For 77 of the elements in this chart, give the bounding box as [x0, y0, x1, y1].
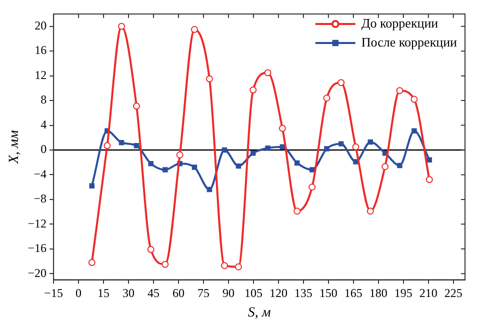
point	[134, 143, 140, 148]
point	[133, 102, 140, 110]
y-tick-label: −8	[34, 192, 47, 206]
y-tick-label: −16	[28, 241, 47, 256]
y-axis-title: X, мм	[7, 130, 22, 165]
point	[250, 86, 257, 94]
y-tick-label: −4	[34, 166, 47, 181]
y-tick-label: 8	[40, 92, 47, 107]
point	[265, 146, 270, 151]
point	[162, 260, 169, 268]
point	[192, 164, 198, 170]
point	[89, 183, 94, 188]
y-tick-label: 4	[40, 117, 47, 132]
x-tick-label: −15	[44, 286, 63, 300]
x-tick-label: 60	[172, 286, 184, 300]
y-tick-label: 16	[34, 43, 47, 58]
x-tick-label: 135	[294, 286, 312, 300]
x-tick-label: 195	[394, 286, 412, 300]
point	[308, 184, 316, 191]
y-tick-label: −20	[28, 266, 47, 280]
point	[323, 94, 330, 102]
point	[368, 139, 374, 145]
x-tick-label: 75	[197, 286, 210, 300]
point	[176, 151, 184, 158]
y-tick-label: 0	[40, 142, 47, 156]
point	[220, 262, 228, 270]
point	[426, 157, 432, 163]
x-tick-label: 0	[76, 286, 82, 300]
x-tick-label: 90	[222, 286, 234, 300]
point	[353, 159, 358, 164]
point	[88, 258, 96, 266]
x-tick-label: 120	[269, 286, 288, 300]
point	[294, 160, 300, 166]
point	[147, 246, 154, 254]
point	[148, 160, 154, 166]
point	[410, 96, 418, 103]
point	[294, 208, 301, 215]
point	[324, 146, 330, 152]
point	[234, 263, 242, 270]
point	[206, 75, 213, 82]
point	[222, 147, 228, 153]
point	[162, 167, 168, 172]
point	[382, 163, 389, 170]
point	[236, 163, 242, 169]
point	[190, 26, 198, 33]
line-series	[89, 128, 432, 192]
point	[366, 208, 374, 215]
point	[250, 150, 256, 156]
point	[278, 124, 286, 132]
point	[309, 167, 315, 172]
point	[352, 143, 360, 150]
x-tick-label: 105	[244, 286, 262, 300]
x-tick-label: 150	[319, 286, 338, 300]
x-tick-label: 225	[444, 286, 462, 300]
x-tick-label: 30	[122, 286, 135, 300]
point	[412, 128, 417, 134]
x-tick-label: 15	[98, 286, 110, 300]
point	[426, 176, 433, 184]
x-tick-label: 165	[344, 286, 362, 300]
x-tick-label: 210	[419, 286, 438, 300]
point	[104, 142, 111, 150]
point	[338, 141, 344, 146]
point	[206, 186, 212, 192]
y-tick-label: 12	[34, 68, 47, 82]
x-tick-label: 180	[369, 286, 388, 300]
point	[397, 162, 402, 168]
y-tick-label: −12	[28, 216, 47, 230]
legend-label: После коррекции	[361, 34, 458, 50]
point	[396, 87, 404, 94]
y-tick-label: 20	[34, 18, 47, 33]
point	[338, 79, 345, 86]
point	[118, 140, 124, 146]
legend-label: До коррекции	[361, 15, 438, 30]
point	[118, 22, 126, 30]
x-axis-title: S, м	[248, 305, 271, 320]
point	[264, 69, 272, 76]
x-tick-label: 45	[148, 286, 160, 300]
